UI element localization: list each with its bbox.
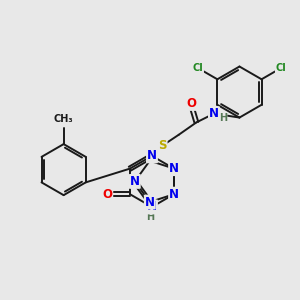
Text: N: N (209, 107, 219, 120)
Text: H: H (219, 112, 227, 123)
Text: Cl: Cl (276, 63, 286, 73)
Text: N: N (147, 149, 157, 162)
Text: N: N (169, 188, 179, 201)
Text: O: O (187, 97, 197, 110)
Text: N: N (169, 162, 179, 175)
Text: N: N (130, 175, 140, 188)
Text: N: N (147, 200, 157, 213)
Text: Cl: Cl (192, 63, 203, 73)
Text: H: H (146, 212, 154, 222)
Text: CH₃: CH₃ (54, 115, 74, 124)
Text: N: N (145, 196, 155, 208)
Text: O: O (102, 188, 112, 201)
Text: S: S (158, 139, 166, 152)
